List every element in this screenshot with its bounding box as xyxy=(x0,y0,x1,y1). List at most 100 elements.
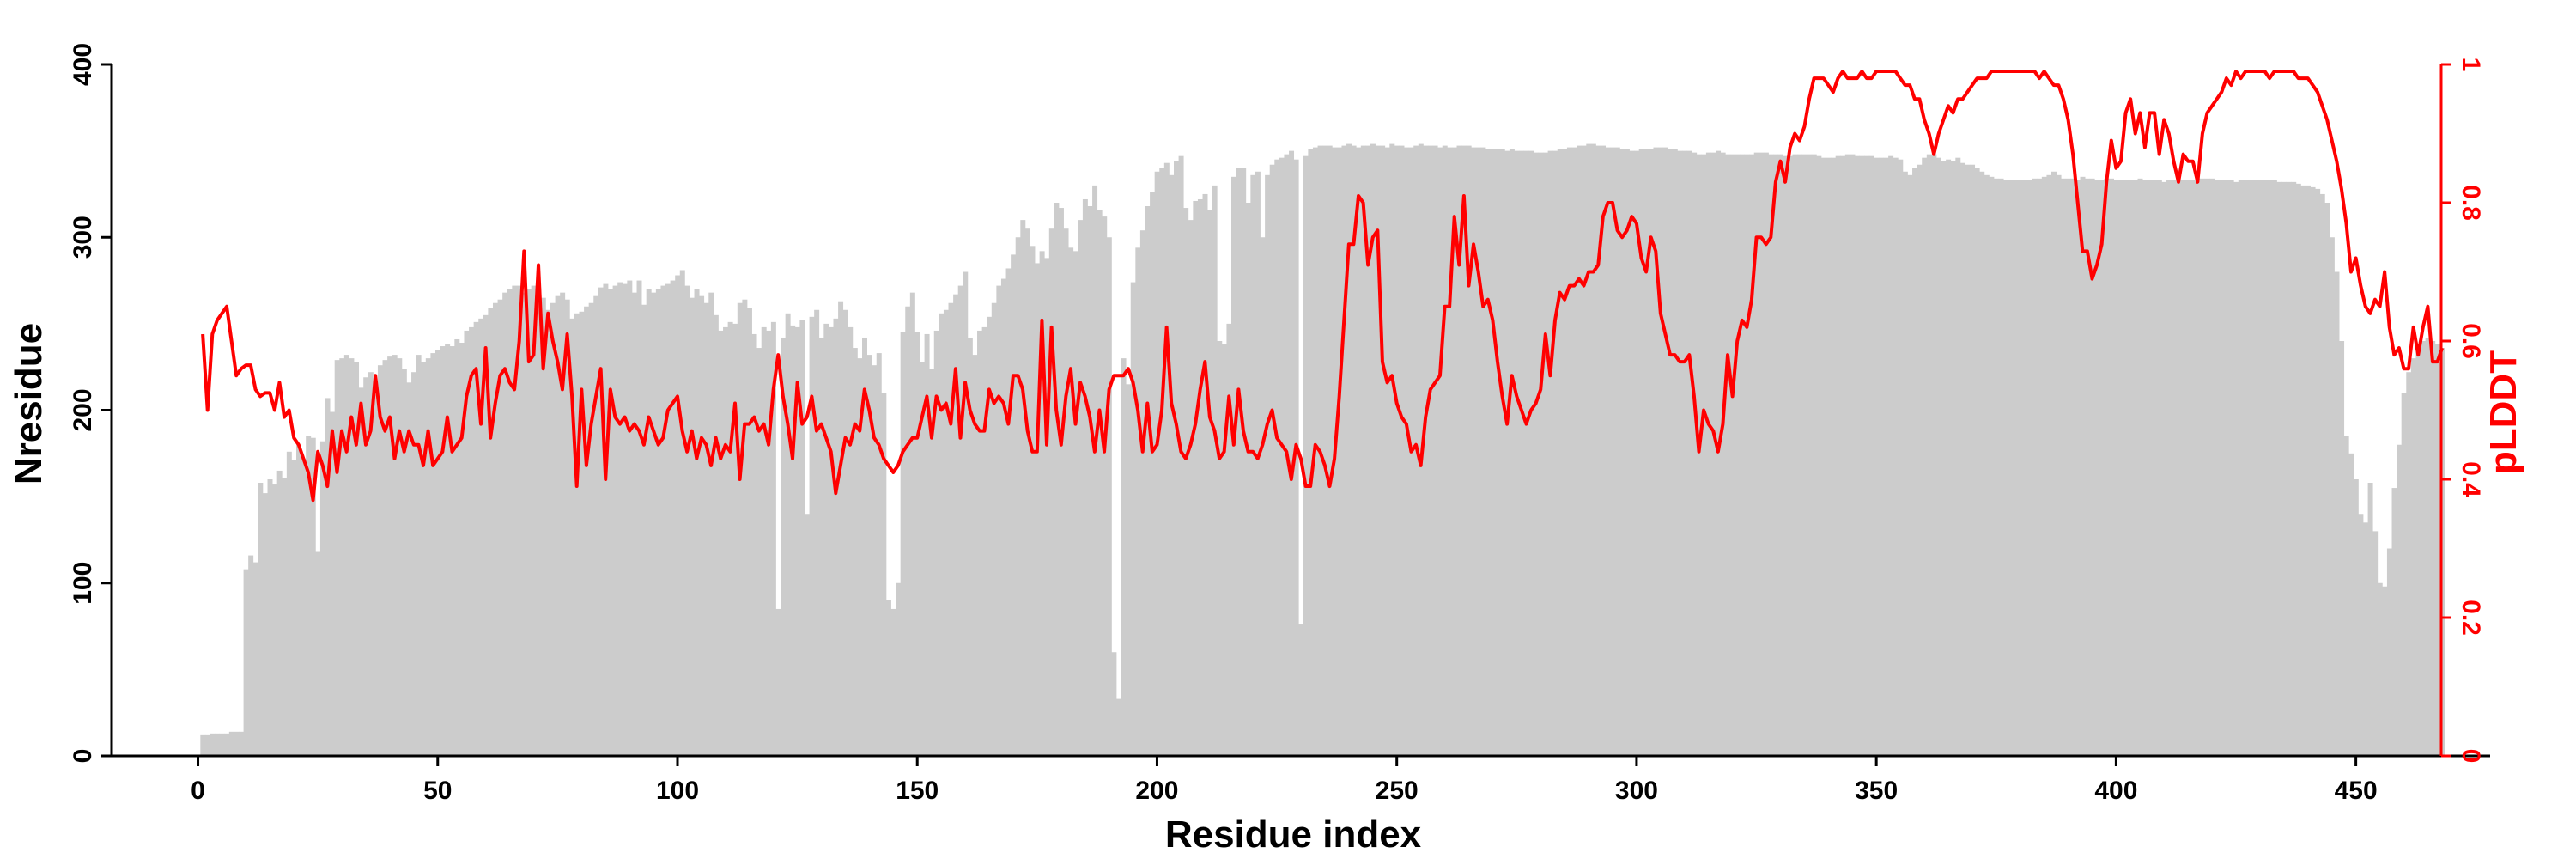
bar xyxy=(1979,171,1985,756)
bar xyxy=(1504,150,1510,757)
bar xyxy=(1519,150,1525,757)
bar xyxy=(416,355,422,756)
bar xyxy=(306,436,312,756)
bar xyxy=(1269,164,1275,757)
bar xyxy=(1466,145,1472,757)
bar xyxy=(200,734,206,756)
bar xyxy=(1826,157,1832,757)
bar xyxy=(857,358,863,756)
bar xyxy=(459,343,465,756)
bar xyxy=(1935,157,1941,757)
bar xyxy=(483,314,489,756)
bar xyxy=(1139,230,1145,756)
bar xyxy=(1341,145,1347,757)
bar xyxy=(866,355,872,756)
bar xyxy=(2339,341,2345,756)
bar xyxy=(1063,228,1069,756)
bar xyxy=(507,289,513,757)
bar xyxy=(838,301,844,757)
bar xyxy=(991,302,997,757)
bar xyxy=(2109,178,2114,756)
bar xyxy=(425,358,431,756)
bar xyxy=(1984,174,1990,757)
bar xyxy=(972,355,978,756)
bar xyxy=(981,326,987,756)
bar xyxy=(608,289,613,757)
bar xyxy=(1777,154,1783,756)
y-right-tick-label: 0.6 xyxy=(2457,323,2485,359)
bar xyxy=(885,600,891,757)
bar xyxy=(310,437,316,756)
bar xyxy=(1893,157,1899,757)
bar xyxy=(406,382,412,756)
bar xyxy=(397,358,403,756)
y-left-tick-label: 200 xyxy=(69,388,97,431)
bar xyxy=(545,309,551,756)
bar xyxy=(914,332,920,756)
bar xyxy=(1773,154,1779,756)
bar xyxy=(775,608,781,756)
bar xyxy=(876,353,882,756)
bar xyxy=(1174,161,1179,756)
bar xyxy=(1950,161,1956,756)
bar xyxy=(1768,154,1774,756)
bar xyxy=(584,306,590,756)
bar xyxy=(751,333,757,756)
bar xyxy=(1902,171,1908,756)
bar xyxy=(2363,522,2368,756)
bar xyxy=(1245,203,1251,756)
bar xyxy=(742,299,748,756)
bar xyxy=(1499,149,1505,757)
bar xyxy=(440,346,446,756)
bar xyxy=(1389,143,1395,756)
bar xyxy=(1068,247,1074,757)
bar xyxy=(1898,159,1904,756)
bar xyxy=(718,330,724,756)
bar xyxy=(679,270,685,756)
bar xyxy=(1145,206,1151,756)
bar xyxy=(1705,152,1711,756)
bar xyxy=(421,362,427,756)
bar xyxy=(1710,152,1716,756)
bar xyxy=(1941,161,1947,756)
bar xyxy=(1864,155,1870,756)
bar xyxy=(1720,152,1726,756)
bar xyxy=(319,441,325,756)
x-tick-label: 0 xyxy=(191,777,205,805)
plddt-line xyxy=(201,70,2445,503)
bar xyxy=(1346,143,1352,756)
bar xyxy=(1566,147,1572,757)
bar xyxy=(392,355,398,756)
bar xyxy=(282,477,288,756)
tick-labels: 0 50 100 150 200 250 300 350 400 450 0 100 200 300 400… xyxy=(69,43,2485,805)
bar xyxy=(2003,180,2009,757)
bar xyxy=(2430,341,2436,756)
bar xyxy=(1054,203,1060,756)
bar xyxy=(703,302,709,757)
bar xyxy=(2161,181,2167,757)
bar xyxy=(1696,154,1702,756)
bar xyxy=(2271,180,2277,757)
bar xyxy=(343,355,349,756)
bar xyxy=(2152,180,2158,757)
bar xyxy=(1000,278,1006,756)
bar xyxy=(1322,145,1328,757)
bar xyxy=(248,555,254,756)
bar xyxy=(746,308,752,756)
bar xyxy=(401,369,407,756)
x-tick-label: 200 xyxy=(1135,777,1178,805)
bar xyxy=(2080,176,2086,756)
bar xyxy=(818,337,824,756)
bar xyxy=(473,321,479,756)
bar xyxy=(2224,180,2230,757)
bar xyxy=(1797,154,1802,756)
bar xyxy=(2252,180,2258,757)
bar xyxy=(1648,149,1654,757)
bar xyxy=(2200,178,2206,756)
bar xyxy=(1749,154,1755,756)
bar xyxy=(1538,152,1544,756)
bar xyxy=(373,394,379,756)
bar xyxy=(2372,531,2379,757)
bar xyxy=(636,280,642,756)
